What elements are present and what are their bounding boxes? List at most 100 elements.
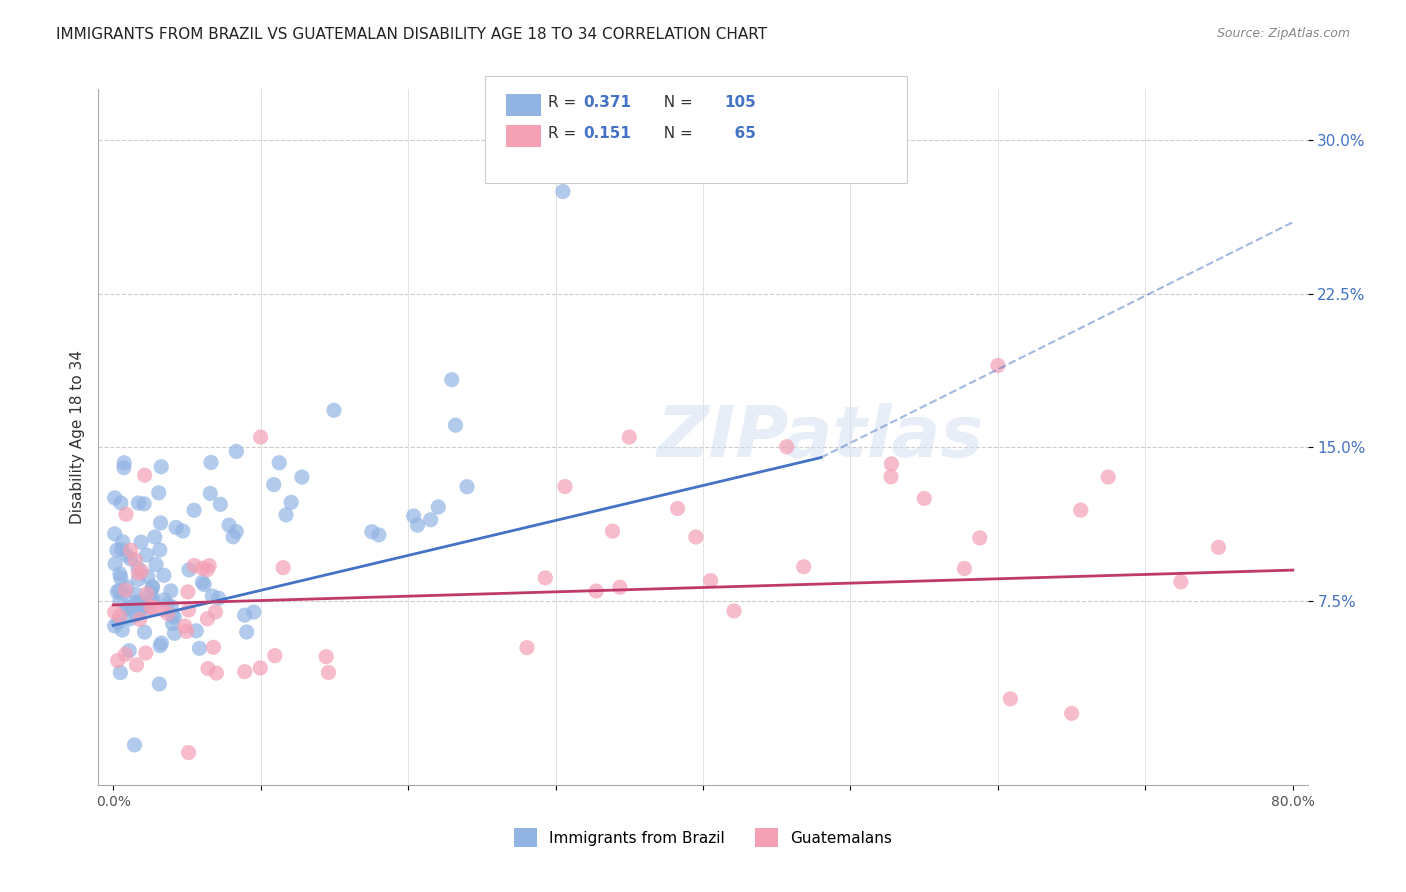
Guatemalans bbox=[177, 746, 200, 760]
Immigrants from Brazil bbox=[160, 583, 183, 598]
Guatemalans bbox=[619, 430, 641, 444]
Immigrants from Brazil bbox=[367, 528, 389, 542]
Immigrants from Brazil bbox=[207, 591, 229, 606]
Guatemalans bbox=[191, 561, 214, 575]
Immigrants from Brazil bbox=[128, 595, 150, 609]
Text: 0.151: 0.151 bbox=[583, 127, 631, 141]
Guatemalans bbox=[1000, 692, 1022, 706]
Guatemalans bbox=[1097, 470, 1119, 484]
Immigrants from Brazil bbox=[141, 579, 163, 593]
Guatemalans bbox=[124, 553, 146, 567]
Immigrants from Brazil bbox=[269, 456, 291, 470]
Guatemalans bbox=[723, 604, 745, 618]
Guatemalans bbox=[205, 666, 228, 681]
Immigrants from Brazil bbox=[163, 610, 186, 624]
Guatemalans bbox=[177, 603, 200, 617]
Immigrants from Brazil bbox=[132, 497, 155, 511]
Guatemalans bbox=[585, 584, 607, 599]
Immigrants from Brazil bbox=[120, 552, 142, 566]
Immigrants from Brazil bbox=[110, 665, 132, 680]
Guatemalans bbox=[176, 624, 198, 639]
Immigrants from Brazil bbox=[419, 513, 441, 527]
Immigrants from Brazil bbox=[112, 460, 135, 475]
Immigrants from Brazil bbox=[111, 534, 134, 549]
Immigrants from Brazil bbox=[135, 548, 157, 562]
Immigrants from Brazil bbox=[124, 738, 146, 752]
Guatemalans bbox=[1060, 706, 1083, 721]
Immigrants from Brazil bbox=[141, 581, 163, 595]
Immigrants from Brazil bbox=[444, 418, 467, 433]
Immigrants from Brazil bbox=[162, 616, 184, 631]
Immigrants from Brazil bbox=[110, 496, 132, 510]
Guatemalans bbox=[115, 508, 138, 522]
Immigrants from Brazil bbox=[115, 548, 138, 562]
Immigrants from Brazil bbox=[149, 516, 172, 530]
Text: 105: 105 bbox=[724, 95, 756, 110]
Immigrants from Brazil bbox=[291, 470, 314, 484]
Immigrants from Brazil bbox=[263, 477, 285, 491]
Guatemalans bbox=[127, 566, 149, 581]
Guatemalans bbox=[271, 560, 294, 574]
Guatemalans bbox=[135, 587, 157, 601]
Guatemalans bbox=[108, 609, 131, 624]
Immigrants from Brazil bbox=[201, 589, 224, 603]
Guatemalans bbox=[554, 479, 576, 493]
Text: R =: R = bbox=[548, 127, 582, 141]
Immigrants from Brazil bbox=[193, 577, 215, 591]
Immigrants from Brazil bbox=[104, 557, 127, 571]
Immigrants from Brazil bbox=[150, 636, 173, 650]
Text: N =: N = bbox=[654, 95, 697, 110]
Immigrants from Brazil bbox=[115, 602, 138, 616]
Immigrants from Brazil bbox=[120, 599, 142, 614]
Guatemalans bbox=[609, 580, 631, 594]
Immigrants from Brazil bbox=[406, 518, 429, 533]
Immigrants from Brazil bbox=[209, 497, 232, 511]
Immigrants from Brazil bbox=[160, 599, 183, 614]
Immigrants from Brazil bbox=[139, 593, 162, 607]
Text: 65: 65 bbox=[724, 127, 756, 141]
Immigrants from Brazil bbox=[402, 508, 425, 523]
Immigrants from Brazil bbox=[141, 591, 163, 606]
Immigrants from Brazil bbox=[112, 456, 135, 470]
Guatemalans bbox=[776, 440, 799, 454]
Y-axis label: Disability Age 18 to 34: Disability Age 18 to 34 bbox=[69, 350, 84, 524]
Text: Source: ZipAtlas.com: Source: ZipAtlas.com bbox=[1216, 27, 1350, 40]
Guatemalans bbox=[197, 662, 219, 676]
Guatemalans bbox=[114, 582, 136, 597]
Guatemalans bbox=[173, 619, 195, 633]
Immigrants from Brazil bbox=[148, 485, 170, 500]
Guatemalans bbox=[104, 605, 127, 619]
Immigrants from Brazil bbox=[104, 526, 127, 541]
Legend: Immigrants from Brazil, Guatemalans: Immigrants from Brazil, Guatemalans bbox=[513, 829, 893, 847]
Guatemalans bbox=[1170, 574, 1192, 589]
Immigrants from Brazil bbox=[218, 518, 240, 533]
Immigrants from Brazil bbox=[129, 601, 152, 615]
Guatemalans bbox=[1208, 541, 1230, 555]
Immigrants from Brazil bbox=[235, 624, 257, 639]
Immigrants from Brazil bbox=[112, 586, 135, 600]
Immigrants from Brazil bbox=[104, 491, 127, 505]
Immigrants from Brazil bbox=[118, 612, 141, 626]
Immigrants from Brazil bbox=[153, 593, 176, 607]
Immigrants from Brazil bbox=[125, 595, 148, 609]
Guatemalans bbox=[139, 600, 162, 615]
Guatemalans bbox=[315, 649, 337, 664]
Immigrants from Brazil bbox=[456, 480, 478, 494]
Immigrants from Brazil bbox=[165, 520, 187, 534]
Guatemalans bbox=[204, 605, 226, 619]
Immigrants from Brazil bbox=[127, 561, 149, 575]
Immigrants from Brazil bbox=[323, 403, 346, 417]
Immigrants from Brazil bbox=[105, 584, 128, 599]
Immigrants from Brazil bbox=[360, 524, 382, 539]
Immigrants from Brazil bbox=[274, 508, 297, 522]
Guatemalans bbox=[135, 646, 157, 660]
Text: 0.371: 0.371 bbox=[583, 95, 631, 110]
Guatemalans bbox=[233, 665, 256, 679]
Guatemalans bbox=[318, 665, 340, 680]
Immigrants from Brazil bbox=[108, 593, 131, 607]
Immigrants from Brazil bbox=[115, 580, 138, 594]
Immigrants from Brazil bbox=[135, 601, 157, 615]
Immigrants from Brazil bbox=[149, 543, 172, 558]
Immigrants from Brazil bbox=[172, 524, 194, 538]
Immigrants from Brazil bbox=[127, 496, 149, 510]
